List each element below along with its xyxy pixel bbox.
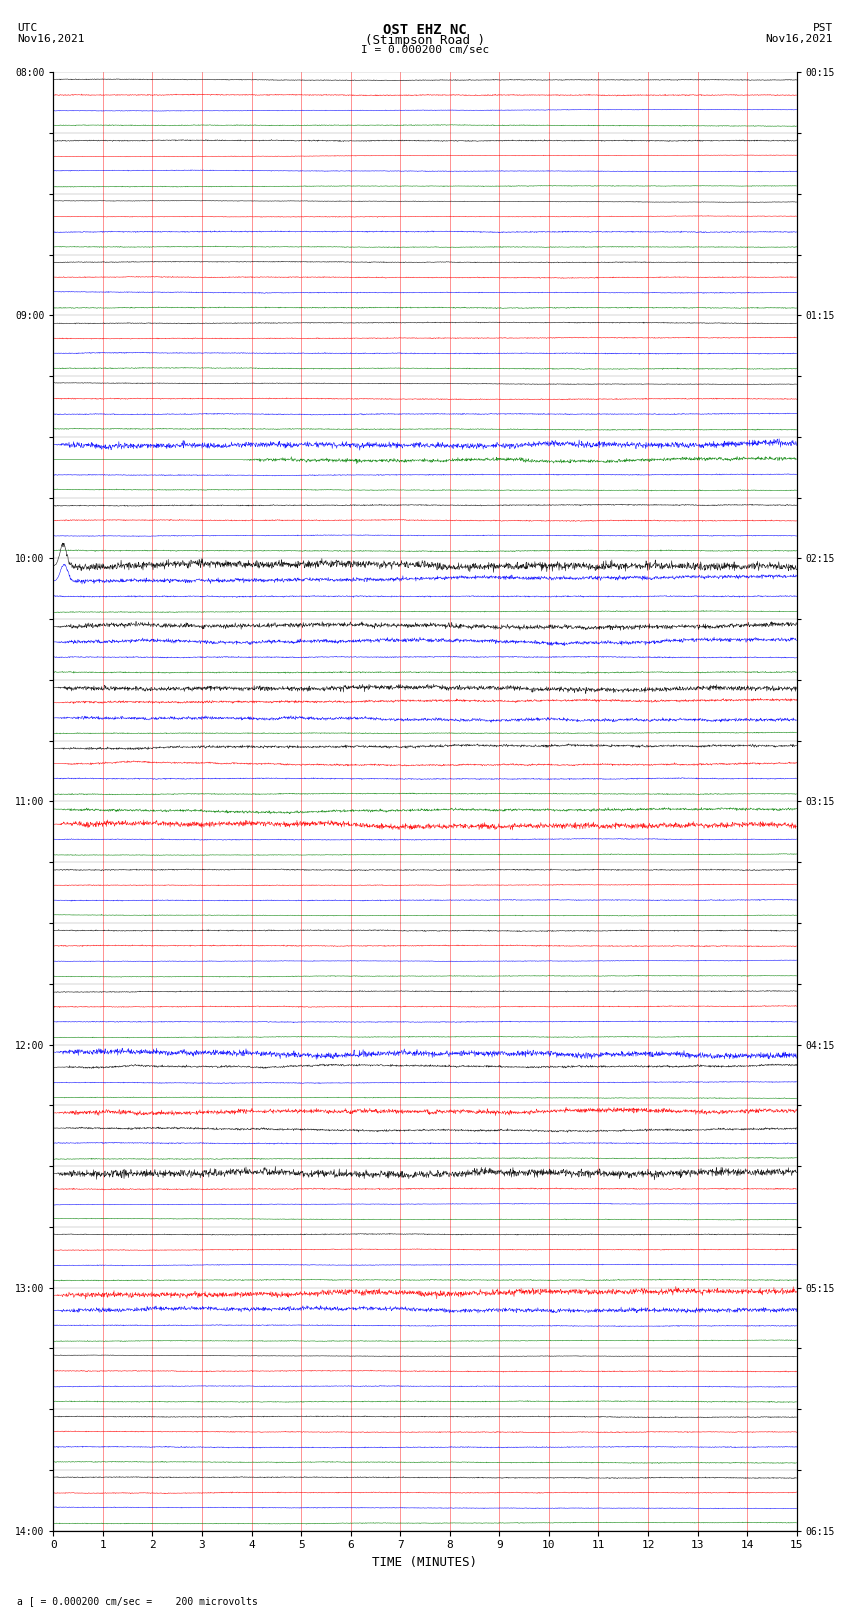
Text: I = 0.000200 cm/sec: I = 0.000200 cm/sec: [361, 45, 489, 55]
Text: (Stimpson Road ): (Stimpson Road ): [365, 34, 485, 47]
Text: Nov16,2021: Nov16,2021: [766, 34, 833, 44]
Text: UTC: UTC: [17, 23, 37, 32]
Text: a [ = 0.000200 cm/sec =    200 microvolts: a [ = 0.000200 cm/sec = 200 microvolts: [17, 1597, 258, 1607]
Text: Nov16,2021: Nov16,2021: [17, 34, 84, 44]
X-axis label: TIME (MINUTES): TIME (MINUTES): [372, 1557, 478, 1569]
Text: PST: PST: [813, 23, 833, 32]
Text: OST EHZ NC: OST EHZ NC: [383, 23, 467, 37]
